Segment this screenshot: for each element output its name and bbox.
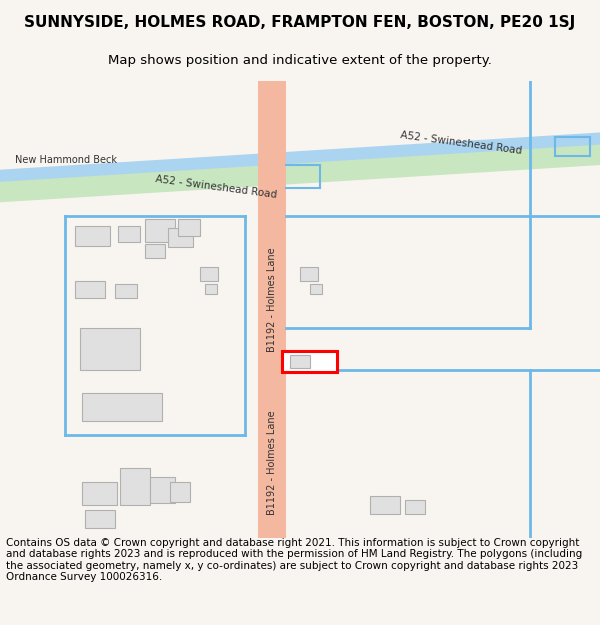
Bar (405, 500, 425, 514)
Bar (120, 468, 150, 505)
Bar (168, 228, 193, 247)
Bar (170, 482, 190, 502)
Text: New Hammond Beck: New Hammond Beck (15, 155, 117, 165)
Bar (85, 509, 115, 528)
Bar (75, 281, 105, 298)
Polygon shape (0, 132, 600, 184)
Bar (118, 226, 140, 242)
Bar (82, 393, 162, 421)
Text: Map shows position and indicative extent of the property.: Map shows position and indicative extent… (108, 54, 492, 68)
Bar (300, 268, 318, 281)
Bar (75, 226, 110, 246)
Text: SUNNYSIDE, HOLMES ROAD, FRAMPTON FEN, BOSTON, PE20 1SJ: SUNNYSIDE, HOLMES ROAD, FRAMPTON FEN, BO… (25, 15, 575, 30)
FancyBboxPatch shape (258, 81, 286, 538)
Bar (178, 219, 200, 236)
Bar (310, 284, 322, 294)
Text: Contains OS data © Crown copyright and database right 2021. This information is : Contains OS data © Crown copyright and d… (6, 538, 582, 582)
Bar (150, 477, 175, 503)
Text: A52 - Swineshead Road: A52 - Swineshead Road (155, 174, 278, 199)
Text: A52 - Swineshead Road: A52 - Swineshead Road (400, 130, 523, 156)
Bar (200, 268, 218, 281)
Bar (82, 482, 117, 505)
Bar (205, 284, 217, 294)
Bar (145, 244, 165, 258)
Bar (282, 351, 337, 372)
Bar (80, 328, 140, 370)
Text: B1192 - Holmes Lane: B1192 - Holmes Lane (267, 248, 277, 352)
Bar (145, 219, 175, 243)
Polygon shape (0, 144, 600, 202)
Bar (290, 355, 310, 368)
Text: B1192 - Holmes Lane: B1192 - Holmes Lane (267, 411, 277, 516)
Bar (115, 284, 137, 298)
Bar (370, 496, 400, 514)
